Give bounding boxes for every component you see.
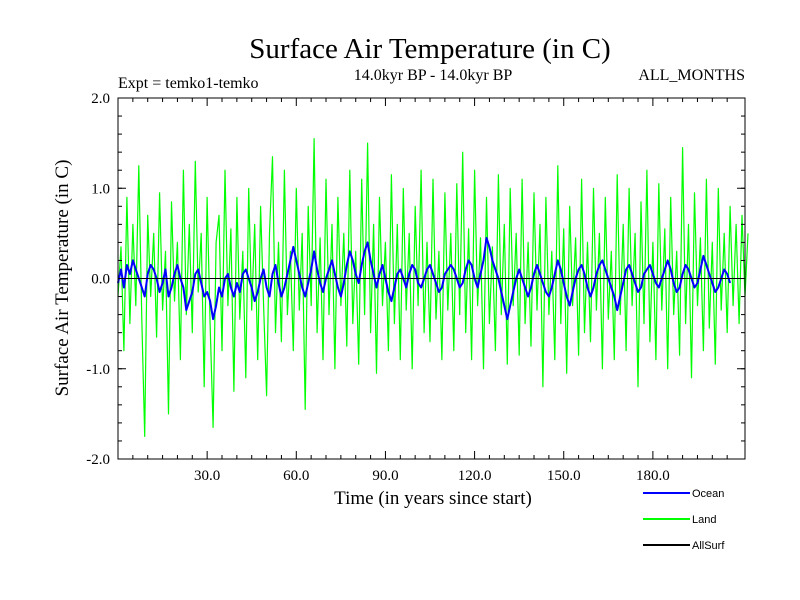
x-axis-label: Time (in years since start) <box>334 488 532 509</box>
subtitle-period: 14.0kyr BP - 14.0kyr BP <box>354 67 513 84</box>
y-tick-label: -2.0 <box>86 452 110 468</box>
chart-title: Surface Air Temperature (in C) <box>249 33 610 65</box>
legend-label-allsurf: AllSurf <box>692 540 725 552</box>
plot-area <box>117 138 749 437</box>
x-tick-label: 90.0 <box>372 468 398 484</box>
x-tick-label: 150.0 <box>547 468 581 484</box>
subtitle-expt: Expt = temko1-temko <box>118 75 259 92</box>
x-axis: 30.0 60.0 90.0 120.0 150.0 180.0 <box>132 98 728 484</box>
x-tick-label: 120.0 <box>458 468 492 484</box>
y-tick-label: 0.0 <box>91 272 110 288</box>
x-tick-label: 30.0 <box>194 468 220 484</box>
x-tick-label: 60.0 <box>283 468 309 484</box>
x-tick-label: 180.0 <box>636 468 670 484</box>
subtitle-months: ALL_MONTHS <box>638 67 745 84</box>
legend-label-land: Land <box>692 514 716 526</box>
legend: Ocean Land AllSurf <box>643 488 725 552</box>
series-line-land <box>117 138 749 437</box>
legend-label-ocean: Ocean <box>692 488 724 500</box>
y-tick-label: -1.0 <box>86 362 110 378</box>
y-axis: -2.0 -1.0 0.0 1.0 2.0 <box>86 91 745 468</box>
y-tick-label: 2.0 <box>91 91 110 107</box>
y-axis-label: Surface Air Temperature (in C) <box>52 160 73 397</box>
y-tick-label: 1.0 <box>91 181 110 197</box>
